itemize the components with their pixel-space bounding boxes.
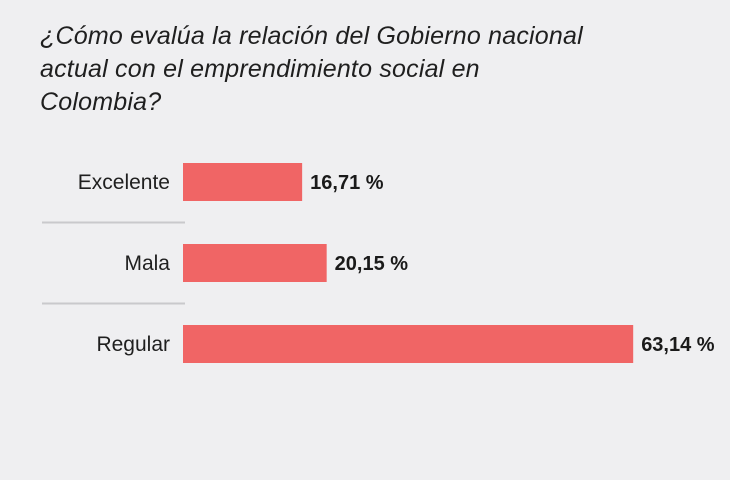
category-label-mala: Mala: [124, 252, 170, 275]
value-label-regular: 63,14 %: [641, 334, 715, 356]
bar-mala: [183, 244, 327, 282]
category-label-regular: Regular: [96, 333, 170, 356]
bar-excelente: [183, 163, 303, 201]
category-label-excelente: Excelente: [78, 171, 170, 194]
value-label-excelente: 16,71 %: [310, 172, 384, 194]
chart-title: ¿Cómo evalúa la relación del Gobierno na…: [40, 22, 583, 116]
value-label-mala: 20,15 %: [335, 253, 409, 275]
bar-regular: [183, 325, 634, 363]
